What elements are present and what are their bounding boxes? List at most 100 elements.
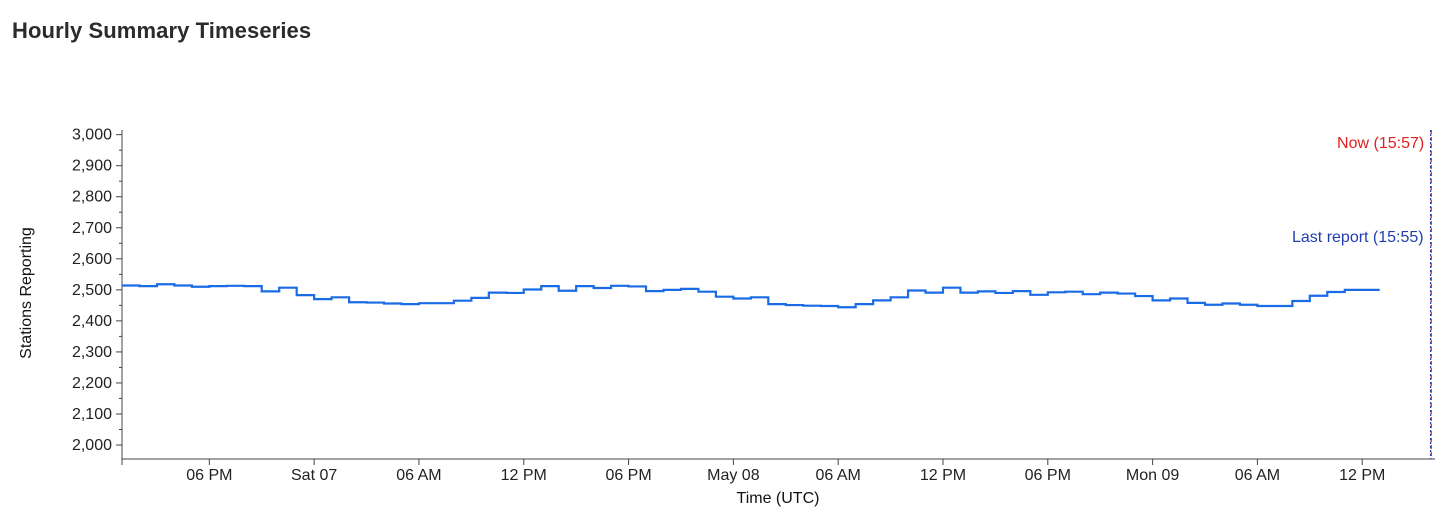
data-point — [1222, 298, 1239, 310]
data-point — [262, 285, 279, 297]
y-axis-label: Stations Reporting — [18, 227, 35, 359]
time-markers: Now (15:57) Last report (15:55) — [1292, 130, 1432, 459]
data-point — [576, 280, 593, 292]
data-point — [908, 284, 925, 296]
y-tick-label: 3,000 — [72, 127, 112, 144]
data-point — [367, 297, 384, 309]
x-tick-label: 12 PM — [501, 467, 547, 484]
x-tick-label: Mon 09 — [1126, 467, 1179, 484]
x-tick-label: 12 PM — [1339, 467, 1385, 484]
x-tick-label: 06 PM — [1025, 467, 1071, 484]
y-tick-label: 2,900 — [72, 158, 112, 175]
data-point — [856, 298, 873, 310]
data-point — [803, 300, 820, 312]
series-line — [122, 283, 1380, 309]
data-point — [314, 293, 331, 305]
data-point — [611, 280, 628, 292]
data-point — [1153, 294, 1170, 306]
data-point — [821, 300, 838, 312]
data-point — [1188, 297, 1205, 309]
data-point — [1100, 287, 1117, 299]
data-point — [1292, 295, 1309, 307]
data-point — [1030, 289, 1047, 301]
y-tick-label: 2,700 — [72, 220, 112, 237]
x-tick-label: 06 PM — [605, 467, 651, 484]
data-point — [594, 282, 611, 294]
data-point — [960, 287, 977, 299]
data-point — [157, 278, 174, 290]
data-point — [681, 283, 698, 295]
data-point — [664, 284, 681, 296]
data-point — [995, 287, 1012, 299]
data-point — [646, 285, 663, 297]
data-point — [629, 280, 646, 292]
data-point — [139, 280, 156, 292]
y-tick-label: 2,200 — [72, 375, 112, 392]
data-point — [1048, 286, 1065, 298]
x-tick-label: Sat 07 — [291, 467, 337, 484]
data-point — [733, 293, 750, 305]
data-point — [1275, 300, 1292, 312]
x-tick-label: 06 AM — [396, 467, 441, 484]
data-point — [244, 280, 261, 292]
data-point — [122, 279, 139, 291]
data-point — [1362, 284, 1379, 296]
page-title: Hourly Summary Timeseries — [12, 18, 312, 43]
data-point — [541, 280, 558, 292]
y-tick-label: 2,300 — [72, 344, 112, 361]
data-point — [349, 296, 366, 308]
data-point — [559, 285, 576, 297]
data-point — [174, 279, 191, 291]
data-point — [524, 284, 541, 296]
data-point — [943, 282, 960, 294]
data-point — [1310, 290, 1327, 302]
data-point — [926, 287, 943, 299]
data-point — [436, 297, 453, 309]
data-point — [419, 297, 436, 309]
data-point — [227, 280, 244, 292]
data-point — [768, 298, 785, 310]
data-point — [454, 295, 471, 307]
y-axis: 2,000 2,100 2,200 2,300 2,400 2,500 2,600 2,700… — [72, 127, 123, 459]
data-point — [786, 299, 803, 311]
data-point — [1065, 286, 1082, 298]
y-tick-label: 2,400 — [72, 313, 112, 330]
data-point — [716, 291, 733, 303]
x-axis: 06 PM Sat 07 06 AM 12 PM 06 PM May 08 06 AM 12 … — [121, 458, 1435, 484]
data-point — [1345, 284, 1362, 296]
x-tick-label: 06 AM — [1235, 467, 1280, 484]
data-point — [332, 291, 349, 303]
data-point — [873, 294, 890, 306]
now-marker-label: Now (15:57) — [1337, 135, 1424, 152]
y-tick-label: 2,500 — [72, 282, 112, 299]
data-point — [1240, 299, 1257, 311]
data-point — [1257, 300, 1274, 312]
data-point — [192, 281, 209, 293]
data-point — [698, 286, 715, 298]
data-point — [838, 301, 855, 313]
data-point — [891, 291, 908, 303]
last-report-marker-label: Last report (15:55) — [1292, 229, 1424, 246]
data-point — [489, 287, 506, 299]
y-tick-label: 2,100 — [72, 406, 112, 423]
data-point — [1013, 285, 1030, 297]
y-tick-label: 2,000 — [72, 437, 112, 454]
x-axis-label: Time (UTC) — [737, 490, 820, 507]
data-point — [978, 285, 995, 297]
x-tick-label: 06 AM — [816, 467, 861, 484]
x-tick-label: May 08 — [707, 467, 760, 484]
data-point — [1170, 293, 1187, 305]
y-tick-label: 2,800 — [72, 189, 112, 206]
data-point — [506, 287, 523, 299]
data-point — [471, 292, 488, 304]
data-point — [751, 291, 768, 303]
data-point — [384, 298, 401, 310]
y-tick-label: 2,600 — [72, 251, 112, 268]
data-point — [1135, 290, 1152, 302]
data-point — [297, 289, 314, 301]
data-point — [1205, 299, 1222, 311]
data-point — [401, 298, 418, 310]
data-point — [1118, 288, 1135, 300]
data-point — [279, 282, 296, 294]
